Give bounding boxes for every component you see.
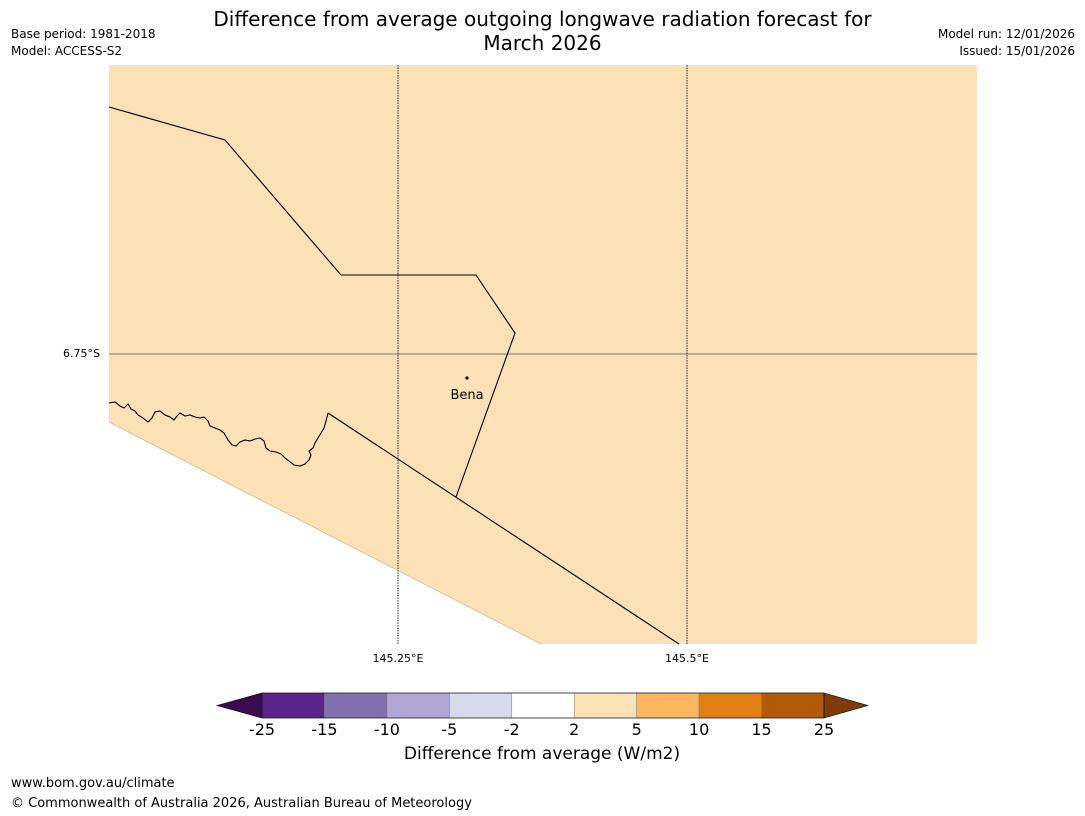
meta-right: Model run: 12/01/2026 Issued: 15/01/2026 xyxy=(938,26,1075,60)
lon-label-1: 145.25°E xyxy=(372,652,424,665)
colorbar-segment xyxy=(573,692,637,719)
coastline xyxy=(108,401,329,467)
colorbar-segment xyxy=(261,692,325,719)
colorbar-tick-label: -5 xyxy=(441,720,458,739)
footer-copyright: © Commonwealth of Australia 2026, Austra… xyxy=(11,796,472,811)
footer-url: www.bom.gov.au/climate xyxy=(11,776,175,791)
colorbar-segment xyxy=(761,692,825,719)
colorbar-segment xyxy=(386,692,450,719)
colorbar-tick-label: 10 xyxy=(688,720,710,739)
meta-left: Base period: 1981-2018 Model: ACCESS-S2 xyxy=(11,26,156,60)
colorbar-tick-label: 2 xyxy=(569,720,580,739)
lat-label: 6.75°S xyxy=(63,347,100,360)
colorbar-segment xyxy=(324,692,388,719)
colorbar-tick-label: -2 xyxy=(503,720,520,739)
colorbar-tick-label: -10 xyxy=(373,720,400,739)
colorbar-segment xyxy=(449,692,513,719)
colorbar-extend-high xyxy=(823,692,870,719)
model-name: Model: ACCESS-S2 xyxy=(11,44,123,58)
colorbar-tick-label: -15 xyxy=(311,720,338,739)
lon-label-2: 145.5°E xyxy=(665,652,709,665)
colorbar-extend-low xyxy=(215,692,263,719)
town-label: Bena xyxy=(450,388,484,403)
town-marker xyxy=(465,376,469,380)
colorbar-tick-label: 5 xyxy=(631,720,642,739)
colorbar-tick-label: -25 xyxy=(248,720,276,739)
data-edge xyxy=(108,421,542,645)
colorbar-label: Difference from average (W/m2) xyxy=(403,744,681,764)
colorbar-outline xyxy=(261,692,825,719)
colorbar-segment xyxy=(511,692,575,719)
province-boundary xyxy=(108,106,516,498)
colorbar-segment xyxy=(698,692,762,719)
chart-title: Difference from average outgoing longwav… xyxy=(213,7,872,55)
province-boundary-south xyxy=(327,412,680,645)
colorbar-tick-label: 15 xyxy=(751,720,772,739)
issued-date: Issued: 15/01/2026 xyxy=(959,44,1075,58)
colorbar-tick-label: 25 xyxy=(813,720,835,739)
model-run: Model run: 12/01/2026 xyxy=(937,27,1075,41)
base-period: Base period: 1981-2018 xyxy=(11,27,156,41)
colorbar-segment xyxy=(636,692,700,719)
